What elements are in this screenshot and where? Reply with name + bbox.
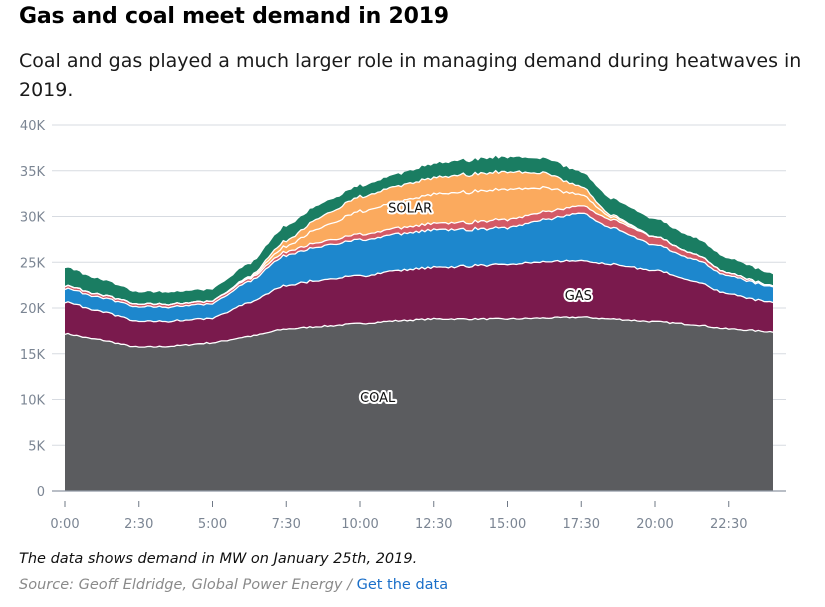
series-labels: COAL GAS SOLAR	[358, 199, 594, 407]
series-label-gas: GAS	[565, 289, 592, 304]
axes: 0 5K 10K 15K 20K 25K 30K 35K 40K 0:00 2:30 5:00 7:30…	[20, 119, 786, 532]
chart-title: Gas and coal meet demand in 2019	[19, 4, 449, 29]
y-tick-label: 40K	[20, 119, 46, 134]
x-tick-label: 22:30	[710, 517, 747, 532]
stacked-area-chart: 0 5K 10K 15K 20K 25K 30K 35K 40K 0:00 2:30 5:00 7:30…	[20, 119, 786, 532]
x-tick-label: 2:30	[124, 517, 153, 532]
separator-blue	[64, 212, 774, 309]
source-text: Source: Geoff Eldridge, Global Power Ene…	[19, 577, 357, 593]
x-tick-label: 12:30	[415, 517, 452, 532]
x-tick-label: 7:30	[272, 517, 301, 532]
chart-subtitle: Coal and gas played a much larger role i…	[19, 50, 802, 101]
area-blue	[65, 213, 773, 323]
y-tick-label: 25K	[20, 256, 46, 271]
area-gas	[65, 260, 773, 348]
x-tick-label: 15:00	[489, 517, 526, 532]
area-coal	[65, 316, 773, 491]
y-tick-label: 20K	[20, 302, 46, 317]
x-tick-label: 20:00	[636, 517, 673, 532]
y-tick-label: 30K	[20, 211, 46, 226]
x-tick-label: 17:30	[563, 517, 600, 532]
y-tick-label: 15K	[20, 348, 46, 363]
x-tick-label: 0:00	[50, 517, 79, 532]
series-areas	[64, 155, 774, 491]
y-tick-label: 35K	[20, 165, 46, 180]
chart-source: Source: Geoff Eldridge, Global Power Ene…	[19, 577, 448, 593]
x-tick-label: 5:00	[198, 517, 227, 532]
separator-gas	[64, 259, 774, 323]
y-tick-label: 5K	[28, 439, 45, 454]
separator-solar_b	[64, 169, 774, 306]
chart-note: The data shows demand in MW on January 2…	[19, 551, 418, 567]
y-tick-label: 0	[37, 485, 45, 500]
separator-coal	[64, 316, 774, 348]
area-solar_b	[65, 170, 773, 306]
x-tick-label: 10:00	[341, 517, 378, 532]
series-label-coal: COAL	[360, 391, 396, 406]
area-solar_a	[65, 186, 773, 306]
series-label-solar_a: SOLAR	[388, 201, 432, 216]
y-tick-label: 10K	[20, 394, 46, 409]
area-green	[65, 155, 773, 306]
get-the-data-link[interactable]: Get the data	[356, 577, 449, 593]
